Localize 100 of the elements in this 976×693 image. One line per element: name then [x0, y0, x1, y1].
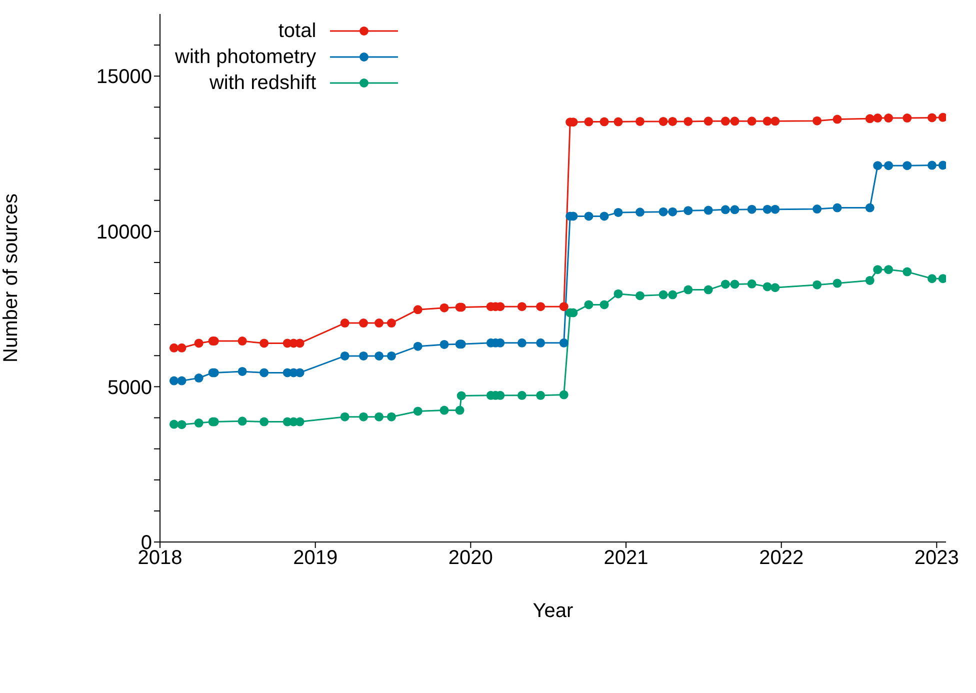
point	[374, 351, 384, 360]
point	[413, 305, 422, 314]
point	[902, 161, 912, 170]
point	[260, 338, 269, 348]
point	[358, 412, 368, 422]
point	[865, 114, 874, 124]
x-tick-label: 2020	[448, 547, 493, 570]
point	[169, 420, 178, 429]
point	[832, 203, 842, 212]
point	[194, 418, 204, 428]
point	[770, 116, 780, 126]
point	[177, 343, 186, 352]
point	[386, 351, 396, 360]
point	[456, 391, 466, 400]
point	[635, 208, 644, 217]
point	[730, 205, 740, 214]
point	[770, 204, 780, 214]
point	[720, 280, 730, 289]
point	[762, 282, 772, 292]
point	[812, 116, 822, 126]
point	[865, 203, 874, 212]
x-tick-label: 2019	[293, 547, 338, 570]
point	[177, 376, 186, 386]
point	[238, 366, 247, 376]
point	[600, 117, 609, 126]
y-tick-label: 15000	[96, 66, 152, 88]
point	[865, 276, 874, 285]
point	[517, 390, 526, 400]
legend-label: with photometry	[175, 46, 316, 68]
point	[374, 412, 384, 422]
point	[260, 368, 269, 378]
x-tick-label: 2021	[604, 547, 648, 570]
point	[440, 406, 449, 415]
point	[704, 285, 713, 294]
point	[614, 289, 623, 298]
x-tick-label: 2022	[759, 547, 804, 570]
point	[584, 212, 594, 221]
point	[358, 351, 368, 360]
point	[559, 302, 568, 312]
point	[720, 205, 730, 214]
point	[684, 116, 693, 126]
legend-label: total	[278, 20, 316, 42]
point	[358, 318, 368, 328]
point	[386, 318, 396, 328]
point	[536, 302, 546, 312]
point	[600, 212, 609, 221]
point	[194, 374, 204, 383]
point	[902, 114, 912, 123]
point	[812, 204, 822, 214]
point	[668, 116, 678, 126]
point	[413, 406, 422, 416]
point	[873, 265, 882, 274]
point	[730, 280, 740, 289]
point	[169, 343, 178, 352]
point	[704, 206, 713, 215]
point	[928, 160, 937, 170]
point	[440, 340, 449, 349]
point	[238, 416, 247, 426]
point	[194, 338, 204, 348]
point	[517, 302, 526, 312]
point	[177, 420, 186, 430]
point	[340, 412, 350, 422]
point	[884, 161, 894, 170]
point	[938, 274, 946, 284]
point	[747, 204, 756, 214]
y-tick-label: 5000	[108, 376, 152, 399]
point	[720, 116, 730, 126]
x-tick-label: 2023	[914, 547, 959, 570]
point	[938, 160, 946, 170]
point	[730, 116, 740, 126]
point	[536, 390, 546, 400]
point	[169, 376, 178, 386]
point	[238, 336, 247, 346]
point	[747, 116, 756, 126]
point	[600, 300, 609, 310]
point	[884, 265, 894, 274]
legend-label: with redshift	[209, 72, 316, 94]
point	[260, 417, 269, 426]
point	[873, 161, 882, 170]
point	[668, 290, 678, 300]
point	[832, 278, 842, 288]
y-axis-title: Number of sources	[0, 194, 22, 362]
point	[747, 279, 756, 288]
point	[517, 338, 526, 348]
point	[928, 274, 937, 284]
point	[668, 207, 678, 216]
point	[614, 208, 623, 217]
point	[658, 116, 668, 126]
point	[658, 207, 668, 216]
point	[684, 285, 693, 294]
point	[584, 300, 594, 310]
point	[536, 338, 546, 348]
point	[762, 204, 772, 214]
point	[938, 112, 946, 122]
point	[704, 116, 713, 126]
point	[884, 114, 894, 123]
point	[340, 318, 350, 328]
point	[812, 280, 822, 290]
point	[635, 116, 644, 126]
y-tick-label: 10000	[96, 222, 152, 244]
